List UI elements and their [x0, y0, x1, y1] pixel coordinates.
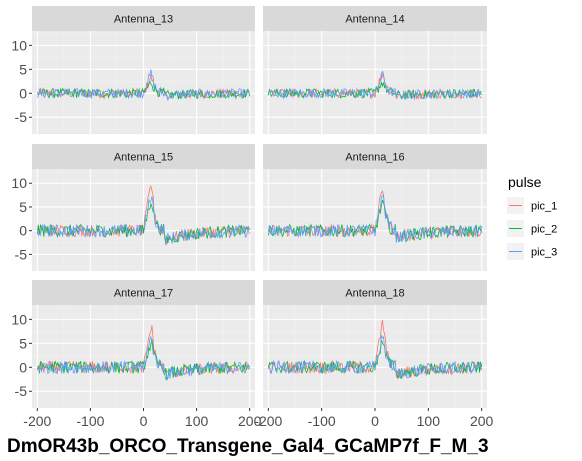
x-tick-label: -100 — [76, 413, 104, 429]
facet-label: Antenna_13 — [114, 14, 173, 26]
legend: pulse pic_1 pic_2 pic_3 — [507, 174, 557, 260]
facet-label: Antenna_16 — [345, 152, 404, 164]
legend-title: pulse — [508, 174, 542, 190]
facet-strip — [263, 6, 487, 31]
y-tick-label: -5 — [15, 246, 28, 262]
y-tick-label: -5 — [15, 109, 28, 125]
y-tick-label: 5 — [19, 61, 27, 77]
series-line-pic-3 — [36, 196, 251, 246]
facet-label: Antenna_18 — [345, 288, 404, 300]
x-tick-label: -100 — [308, 413, 336, 429]
legend-label: pic_2 — [531, 224, 557, 236]
y-tick-label: 0 — [19, 359, 27, 375]
facet-panel: Antenna_17 — [32, 280, 255, 408]
facet-panel: Antenna_16 — [263, 144, 487, 271]
y-tick-label: 0 — [19, 85, 27, 101]
x-tick-label: -200 — [23, 413, 51, 429]
y-tick-label: 10 — [11, 37, 27, 53]
facet-strip — [32, 6, 255, 31]
series-line-pic-3 — [37, 335, 251, 381]
facet-label: Antenna_17 — [114, 288, 173, 300]
y-tick-label: 0 — [19, 223, 27, 239]
series-line-pic-1 — [268, 319, 483, 380]
y-tick-label: -5 — [15, 383, 28, 399]
y-tick-label: 10 — [11, 175, 27, 191]
facet-strip — [263, 280, 487, 305]
series-line-pic-3 — [36, 69, 251, 102]
facet-strip — [32, 280, 255, 305]
facet-strip — [32, 144, 255, 169]
facet-panels: Antenna_13 Antenna_14 Antenna_15 Antenna_16… — [32, 6, 487, 408]
x-tick-label: 200 — [470, 413, 494, 429]
legend-label: pic_3 — [531, 247, 557, 259]
x-tick-label: -200 — [254, 413, 282, 429]
y-tick-label: 5 — [19, 199, 27, 215]
legend-label: pic_1 — [531, 201, 557, 213]
facet-panel: Antenna_18 — [263, 280, 487, 408]
facet-label: Antenna_15 — [114, 152, 173, 164]
x-tick-label: 100 — [417, 413, 441, 429]
facet-label: Antenna_14 — [345, 14, 404, 26]
facet-panel: Antenna_15 — [32, 144, 255, 271]
series-line-pic-3 — [268, 334, 483, 379]
y-tick-label: 10 — [11, 311, 27, 327]
series-line-pic-3 — [267, 70, 482, 101]
facet-panel: Antenna_13 — [32, 6, 255, 134]
facet-strip — [263, 144, 487, 169]
x-tick-label: 100 — [185, 413, 209, 429]
x-tick-label: 0 — [140, 413, 148, 429]
series-line-pic-3 — [267, 193, 483, 243]
series-line-pic-2 — [37, 80, 251, 100]
x-tick-label: 200 — [238, 413, 262, 429]
x-tick-label: 0 — [371, 413, 379, 429]
y-tick-label: 5 — [19, 335, 27, 351]
facet-panel: Antenna_14 — [263, 6, 487, 134]
chart-title: DmOR43b_ORCO_Transgene_Gal4_GCaMP7f_F_M_… — [7, 436, 489, 457]
